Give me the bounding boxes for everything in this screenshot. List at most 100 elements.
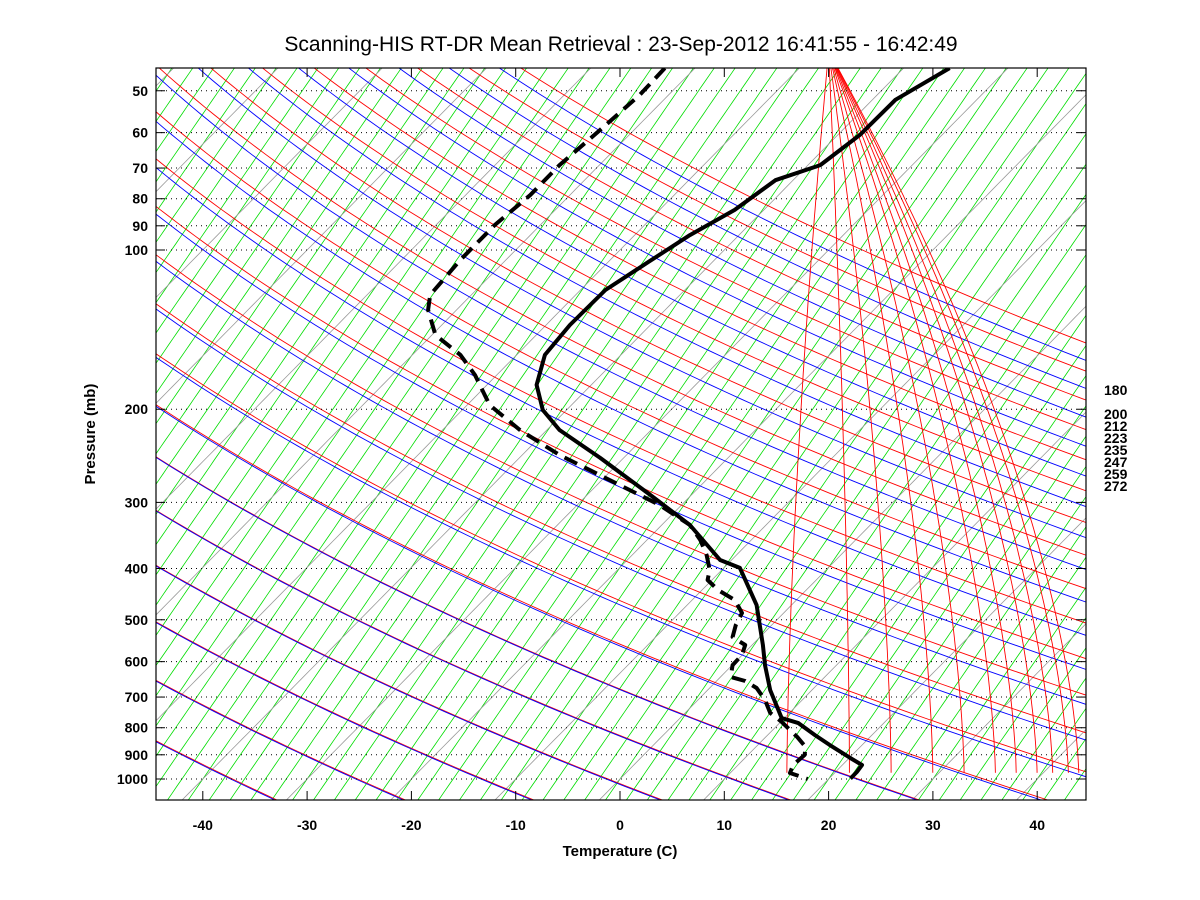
y-tick-label: 80 [132, 191, 148, 207]
dry-adiabat-line [156, 353, 1086, 773]
plot-frame [155, 67, 1087, 801]
moist-adiabat-line [197, 68, 1086, 539]
moist-adiabat-line [834, 68, 996, 773]
isotherm-line [598, 305, 1086, 800]
moist-adiabat-line [831, 68, 934, 773]
mixing-ratio-line [156, 68, 277, 243]
moist-adiabat-line [836, 68, 1054, 773]
mixing-ratio-line [959, 616, 1086, 800]
mixing-ratio-line [917, 556, 1086, 800]
moist-adiabat-line [156, 120, 1086, 603]
moist-adiabat-line [828, 68, 850, 773]
profile-series [426, 68, 951, 781]
axis-ticks: 5060708090100200300400500600700800900100… [117, 68, 1086, 833]
y-tick-label: 100 [125, 242, 149, 258]
dry-adiabat-line [156, 158, 1086, 624]
moist-adiabat-line [156, 680, 405, 800]
moist-adiabat-line [247, 68, 1086, 508]
right-label: 235 [1104, 442, 1128, 458]
dry-adiabat-line [520, 68, 1086, 344]
mixing-ratio-line [156, 68, 611, 727]
moist-adiabat-line [297, 68, 1086, 477]
y-tick-label: 50 [132, 83, 148, 99]
mixing-ratio-line [156, 68, 319, 304]
moist-adiabat-line [156, 565, 662, 800]
mixing-ratio-line [156, 68, 256, 213]
right-label: 223 [1104, 430, 1128, 446]
mixing-ratio-line [521, 68, 1028, 800]
mixing-ratio-line [156, 68, 465, 515]
moist-adiabat-line [498, 68, 1086, 361]
mixing-ratio-line [156, 68, 361, 364]
mixing-ratio-line [156, 68, 653, 788]
isotherm-line [156, 68, 488, 404]
mixing-ratio-line [584, 72, 1086, 800]
mixing-ratio-line [156, 68, 402, 425]
mixing-ratio-line [625, 133, 1086, 800]
dry-adiabat-line [158, 68, 1086, 556]
mixing-ratio-line [156, 68, 569, 667]
mixing-ratio-line [897, 526, 1086, 800]
y-tick-label: 900 [125, 747, 149, 763]
moist-adiabat-line [156, 166, 1086, 636]
mixing-ratio-line [667, 193, 1086, 800]
mixing-ratio-line [938, 586, 1086, 800]
moist-adiabat-line [156, 213, 1086, 670]
mixing-ratio-line [813, 405, 1086, 800]
isotherm-line [156, 68, 279, 193]
mixing-ratio-line [156, 68, 507, 576]
background-lines [156, 68, 1086, 800]
mixing-ratio-line [980, 647, 1086, 800]
mixing-ratio-line [500, 68, 1007, 800]
moist-adiabat-line [833, 68, 965, 773]
moist-adiabat-line [398, 68, 1086, 418]
dry-adiabat-line [156, 111, 1086, 590]
mixing-ratio-line [646, 163, 1086, 800]
moist-adiabat-line [156, 356, 1086, 778]
mixing-ratio-line [312, 68, 820, 800]
mixing-ratio-line [542, 68, 1049, 800]
mixing-ratio-line [156, 68, 298, 274]
y-tick-label: 200 [125, 401, 149, 417]
y-tick-label: 300 [125, 494, 149, 510]
mixing-ratio-line [605, 102, 1086, 800]
moist-adiabat-line [786, 68, 828, 773]
right-label: 212 [1104, 418, 1128, 434]
mixing-ratio-line [271, 68, 778, 800]
y-tick-label: 400 [125, 560, 149, 576]
moist-adiabat-line [830, 68, 892, 773]
mixing-ratio-line [375, 68, 882, 800]
dry-adiabat-line [365, 68, 1086, 431]
moist-adiabat-line [156, 456, 919, 800]
isotherm-line [911, 623, 1086, 800]
isotherm-line [156, 68, 800, 722]
mixing-ratio-line [229, 68, 736, 800]
isotherm-line [494, 200, 1086, 800]
mixing-ratio-line [156, 68, 423, 455]
y-tick-label: 70 [132, 160, 148, 176]
dry-adiabat-line [313, 68, 1086, 461]
y-tick-label: 500 [125, 612, 149, 628]
moist-adiabat-line [837, 68, 1080, 773]
mixing-ratio-line [250, 68, 757, 800]
temperature-line [534, 68, 951, 780]
y-axis-label: Pressure (mb) [82, 384, 99, 485]
mixing-ratio-line [438, 68, 945, 800]
right-label: 200 [1104, 406, 1128, 422]
y-tick-label: 600 [125, 654, 149, 670]
right-label: 259 [1104, 466, 1128, 482]
right-label: 272 [1104, 478, 1128, 494]
y-tick-label: 800 [125, 720, 149, 736]
mixing-ratio-line [396, 68, 903, 800]
mixing-ratio-line [792, 375, 1086, 800]
x-tick-label: -40 [193, 817, 213, 833]
dry-adiabat-line [156, 254, 1086, 696]
mixing-ratio-line [156, 68, 444, 485]
right-label: 180 [1104, 382, 1128, 398]
moist-adiabat-line [448, 68, 1086, 389]
moist-adiabat-line [835, 68, 1038, 773]
dry-adiabat-line [156, 404, 1050, 800]
x-tick-label: -10 [506, 817, 526, 833]
